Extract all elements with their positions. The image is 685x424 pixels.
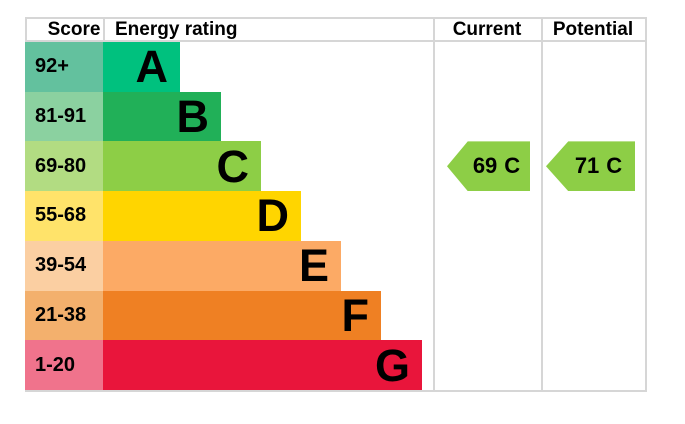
band-score-range: 1-20 (25, 340, 103, 390)
header-bottom-border (25, 40, 647, 42)
band-bar: F (103, 289, 381, 341)
band-score-range: 55-68 (25, 191, 103, 241)
potential-rating-arrow: 71 C (546, 141, 635, 192)
energy-rating-column-header: Energy rating (115, 19, 238, 40)
band-row-b: 81-91 B (25, 91, 433, 143)
score-column-divider (103, 17, 105, 42)
potential-column-divider (541, 17, 543, 392)
potential-rating-band: C (606, 153, 623, 179)
rating-bands: 92+ A 81-91 B 69-80 C 55-68 D 39-54 (25, 42, 433, 390)
current-rating-arrow: 69 C (447, 141, 530, 192)
potential-rating-value: 71 (574, 153, 600, 179)
current-column-header: Current (452, 19, 522, 40)
table-top-border (25, 17, 647, 19)
band-bar: G (103, 340, 422, 390)
current-rating-value: 69 (472, 153, 498, 179)
band-letter: A (135, 41, 169, 93)
band-bar: E (103, 240, 341, 292)
band-row-e: 39-54 E (25, 240, 433, 292)
band-score-range: 81-91 (25, 91, 103, 142)
band-score-range: 39-54 (25, 240, 103, 291)
band-bar: B (103, 91, 221, 143)
table-right-border (645, 17, 647, 392)
band-letter: B (176, 91, 210, 143)
band-row-g: 1-20 G (25, 340, 433, 390)
score-column-header: Score (47, 19, 101, 40)
potential-column-header: Potential (552, 19, 634, 40)
band-letter: G (374, 339, 410, 391)
band-bar: A (103, 42, 180, 92)
band-score-range: 21-38 (25, 290, 103, 341)
band-score-range: 69-80 (25, 141, 103, 192)
current-rating-band: C (504, 153, 521, 179)
band-letter: E (298, 240, 329, 292)
band-row-d: 55-68 D (25, 191, 433, 241)
header-left-border (25, 17, 27, 42)
band-letter: C (216, 140, 250, 192)
band-bar: C (103, 140, 261, 192)
band-row-f: 21-38 F (25, 289, 433, 341)
band-score-range: 92+ (25, 42, 103, 92)
table-bottom-border (25, 390, 647, 392)
band-bar: D (103, 191, 301, 241)
band-letter: D (256, 190, 290, 242)
band-letter: F (341, 289, 370, 341)
current-column-divider (433, 17, 435, 392)
band-row-c: 69-80 C (25, 140, 433, 192)
band-row-a: 92+ A (25, 42, 433, 92)
